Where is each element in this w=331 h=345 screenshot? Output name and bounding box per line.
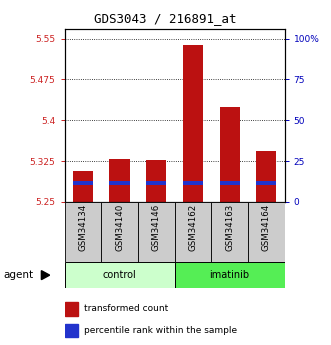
Bar — [256, 185, 276, 202]
Bar — [110, 185, 130, 202]
Bar — [73, 181, 93, 185]
Bar — [211, 202, 248, 262]
Text: GSM34146: GSM34146 — [152, 204, 161, 251]
Bar — [248, 202, 285, 262]
Bar — [65, 262, 175, 288]
Bar — [138, 202, 175, 262]
Bar — [65, 302, 78, 316]
Bar — [183, 185, 203, 202]
Bar — [256, 181, 276, 185]
Bar — [219, 107, 240, 181]
Bar — [175, 262, 285, 288]
Bar — [101, 202, 138, 262]
Bar — [65, 324, 78, 337]
Bar — [146, 185, 166, 202]
Text: transformed count: transformed count — [84, 304, 168, 313]
Bar — [175, 202, 211, 262]
Bar — [65, 202, 101, 262]
Text: GSM34140: GSM34140 — [115, 204, 124, 251]
Text: GSM34134: GSM34134 — [78, 204, 87, 251]
Text: GDS3043 / 216891_at: GDS3043 / 216891_at — [94, 12, 237, 25]
Bar — [183, 45, 203, 181]
Bar — [219, 185, 240, 202]
Text: agent: agent — [3, 270, 33, 280]
Text: imatinib: imatinib — [210, 270, 250, 280]
Polygon shape — [41, 270, 50, 279]
Bar — [146, 181, 166, 185]
Bar — [183, 181, 203, 185]
Bar — [73, 185, 93, 202]
Bar — [146, 160, 166, 181]
Bar — [110, 159, 130, 181]
Bar — [219, 181, 240, 185]
Text: GSM34162: GSM34162 — [188, 204, 198, 251]
Bar — [256, 151, 276, 181]
Bar — [73, 171, 93, 181]
Bar — [110, 181, 130, 185]
Text: GSM34164: GSM34164 — [262, 204, 271, 251]
Text: control: control — [103, 270, 136, 280]
Text: GSM34163: GSM34163 — [225, 204, 234, 251]
Text: percentile rank within the sample: percentile rank within the sample — [84, 326, 237, 335]
